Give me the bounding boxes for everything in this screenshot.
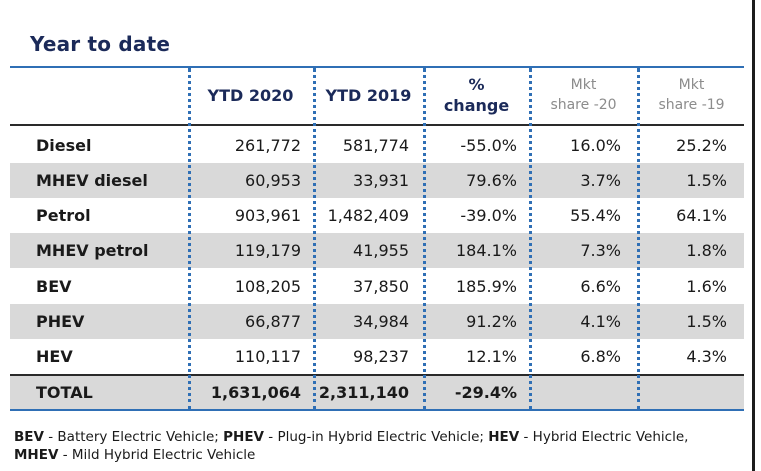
cell-ytd-2020: 119,179 [234,241,301,260]
header-ytd-2020: YTD 2020 [207,85,294,105]
table-bottom-rule [10,409,744,411]
row-label: HEV [36,347,73,366]
phev-abbr: PHEV [223,429,264,445]
cell-ytd-2019: 1,482,409 [327,206,409,225]
cell-ytd-2020: 261,772 [234,135,301,155]
cell-ytd-2020: 66,877 [245,312,301,331]
footnote-line-1: BEV - Battery Electric Vehicle; PHEV - P… [14,428,688,446]
cell-percent-change: 185.9% [455,276,517,296]
cell-ytd-2019: 34,984 [353,312,409,331]
total-ytd-2019: 2,311,140 [318,383,409,402]
cell-ytd-2019: 37,850 [353,276,409,296]
cell-share-19: 64.1% [676,206,727,225]
cell-share-19: 1.5% [686,312,727,331]
cell-percent-change: -39.0% [460,206,517,225]
cell-share-20: 4.1% [580,312,621,331]
column-separator [188,68,191,410]
column-separator [529,68,532,410]
total-percent-change: -29.4% [454,383,517,402]
phev-text: - Plug-in Hybrid Electric Vehicle; [264,429,489,445]
bev-text: - Battery Electric Vehicle; [43,429,224,445]
header-ytd-2019: YTD 2019 [325,85,412,105]
cell-percent-change: 184.1% [455,241,517,260]
table-row: Diesel 261,772 581,774 -55.0% 16.0% 25.2… [10,127,744,163]
header-market-share-20: Mkt share -20 [550,77,617,113]
cell-share-19: 4.3% [686,347,727,366]
total-label: TOTAL [36,383,93,402]
cell-share-20: 3.7% [580,171,621,190]
cell-ytd-2020: 60,953 [245,171,301,190]
column-separator [637,68,640,410]
header-bottom-rule [10,124,744,126]
cell-ytd-2020: 903,961 [234,206,301,225]
table-row: Petrol 903,961 1,482,409 -39.0% 55.4% 64… [10,198,744,233]
header-percent-change: % change [443,75,510,115]
cell-ytd-2019: 41,955 [353,241,409,260]
table-header-row: YTD 2020 YTD 2019 % change Mkt share -20… [10,68,744,122]
footnote-line-2: MHEV - Mild Hybrid Electric Vehicle [14,446,688,464]
cell-share-20: 55.4% [570,206,621,225]
table-row: MHEV petrol 119,179 41,955 184.1% 7.3% 1… [10,233,744,268]
cell-ytd-2019: 33,931 [353,171,409,190]
cell-share-19: 1.6% [686,276,727,296]
cell-share-20: 7.3% [580,241,621,260]
page-title: Year to date [30,32,171,56]
table-row: HEV 110,117 98,237 12.1% 6.8% 4.3% [10,339,744,374]
cell-share-19: 1.8% [686,241,727,260]
cell-share-20: 16.0% [570,135,621,155]
column-separator [423,68,426,410]
header-market-share-19: Mkt share -19 [658,77,725,113]
cell-percent-change: 91.2% [466,312,517,331]
cell-percent-change: 12.1% [466,347,517,366]
table-top-rule [10,66,744,68]
cell-share-19: 1.5% [686,171,727,190]
table-total-row: TOTAL 1,631,064 2,311,140 -29.4% [10,376,744,409]
cell-ytd-2020: 110,117 [234,347,301,366]
cell-share-20: 6.6% [580,276,621,296]
total-ytd-2020: 1,631,064 [210,383,301,402]
cell-ytd-2020: 108,205 [234,276,301,296]
row-label: Diesel [36,135,92,155]
cell-ytd-2019: 98,237 [353,347,409,366]
row-label: MHEV petrol [36,241,149,260]
table-row: MHEV diesel 60,953 33,931 79.6% 3.7% 1.5… [10,163,744,198]
total-top-rule [10,374,744,376]
cell-share-20: 6.8% [580,347,621,366]
row-label: BEV [36,276,72,296]
row-label: Petrol [36,206,91,225]
right-edge-rule [752,0,755,471]
table-row: BEV 108,205 37,850 185.9% 6.6% 1.6% [10,268,744,304]
cell-ytd-2019: 581,774 [342,135,409,155]
abbreviation-footnote: BEV - Battery Electric Vehicle; PHEV - P… [14,428,688,464]
table-row: PHEV 66,877 34,984 91.2% 4.1% 1.5% [10,304,744,339]
hev-text: - Hybrid Electric Vehicle, [519,429,689,445]
bev-abbr: BEV [14,429,44,445]
hev-abbr: HEV [488,429,520,445]
cell-percent-change: -55.0% [460,135,517,155]
mhev-abbr: MHEV [14,447,59,463]
column-separator [313,68,316,410]
cell-percent-change: 79.6% [466,171,517,190]
cell-share-19: 25.2% [676,135,727,155]
mhev-text: - Mild Hybrid Electric Vehicle [58,447,256,463]
row-label: PHEV [36,312,85,331]
row-label: MHEV diesel [36,171,148,190]
